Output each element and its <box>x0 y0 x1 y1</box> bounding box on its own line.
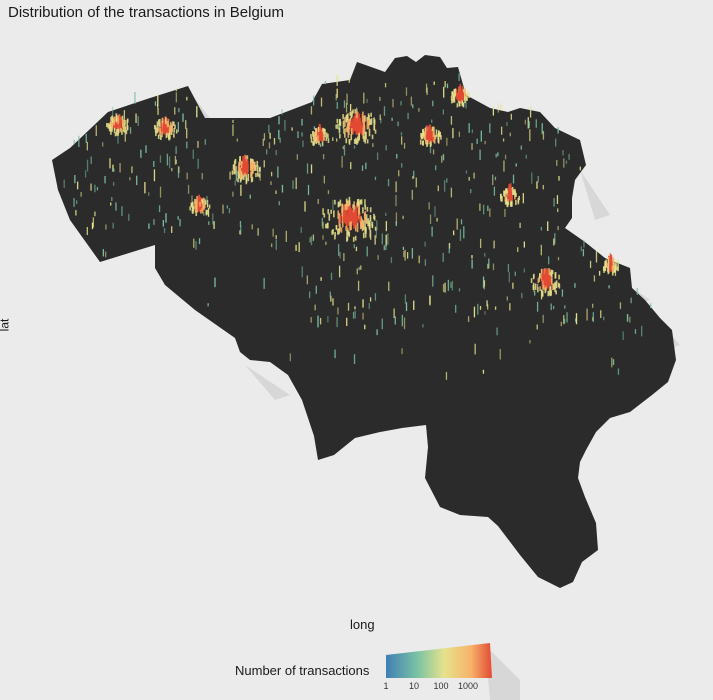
legend-tick-100: 100 <box>433 681 449 691</box>
chart-title: Distribution of the transactions in Belg… <box>8 4 284 21</box>
legend-shadow <box>485 645 520 700</box>
legend-colorbar <box>386 643 492 678</box>
transaction-points <box>63 73 652 380</box>
legend-tick-1: 1 <box>383 681 389 691</box>
belgium-landmass <box>52 55 676 588</box>
legend-tick-1000: 1000 <box>457 681 479 691</box>
legend-tick-10: 10 <box>408 681 420 691</box>
legend-title: Number of transactions <box>235 663 370 678</box>
y-axis-label: lat <box>0 318 12 332</box>
x-axis-label: long <box>350 617 375 632</box>
